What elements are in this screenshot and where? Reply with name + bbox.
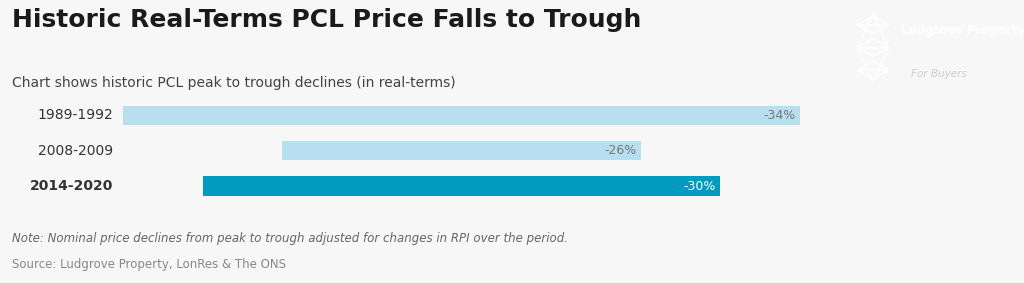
Text: Ludgrove Property: Ludgrove Property [900,24,1024,37]
Text: Note: Nominal price declines from peak to trough adjusted for changes in RPI ove: Note: Nominal price declines from peak t… [12,232,568,245]
Text: 2008-2009: 2008-2009 [38,144,113,158]
Text: Source: Ludgrove Property, LonRes & The ONS: Source: Ludgrove Property, LonRes & The … [12,258,287,271]
Text: -30%: -30% [684,180,716,192]
Text: -34%: -34% [764,109,796,122]
Bar [203,176,720,196]
Text: For Buyers: For Buyers [910,68,967,79]
Text: Chart shows historic PCL peak to trough declines (in real-terms): Chart shows historic PCL peak to trough … [12,76,456,90]
Text: 1989-1992: 1989-1992 [37,108,113,122]
Text: Historic Real-Terms PCL Price Falls to Trough: Historic Real-Terms PCL Price Falls to T… [12,8,642,33]
Text: -26%: -26% [604,144,637,157]
Bar [123,106,800,125]
Text: 2014-2020: 2014-2020 [30,179,113,193]
Bar [283,141,641,160]
